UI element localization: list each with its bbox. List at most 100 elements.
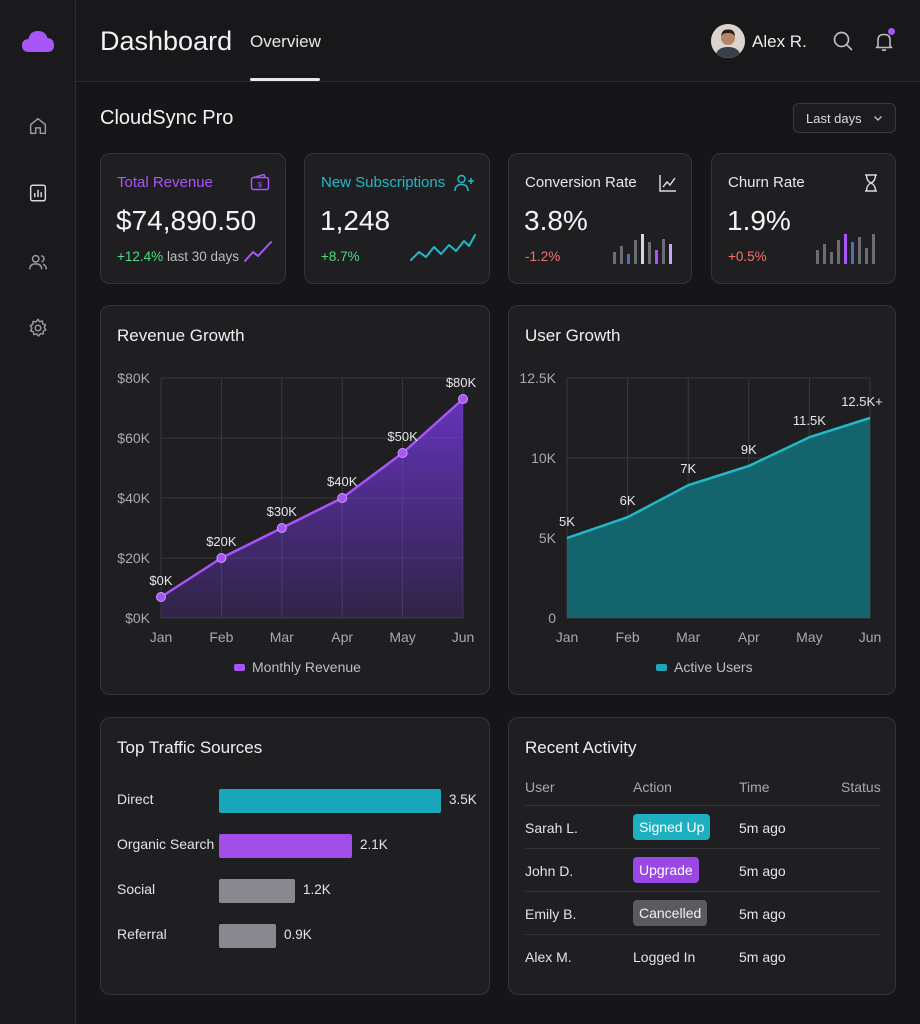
y-tick-label: 12.5K xyxy=(519,370,556,386)
x-tick-label: Mar xyxy=(676,629,700,645)
traffic-bar[interactable] xyxy=(219,924,276,948)
legend-label: Active Users xyxy=(674,659,753,675)
card-title: Recent Activity xyxy=(525,738,637,757)
y-tick-label: $20K xyxy=(117,550,150,566)
data-point[interactable] xyxy=(156,592,166,602)
users-nav-icon[interactable] xyxy=(22,246,54,278)
x-tick-label: Feb xyxy=(616,629,640,645)
search-icon[interactable] xyxy=(832,30,854,52)
area-fill xyxy=(161,399,463,618)
traffic-category-label: Social xyxy=(117,881,156,897)
settings-nav-icon[interactable] xyxy=(22,312,54,344)
data-label: 11.5K xyxy=(793,413,826,428)
revenue-trend-sparkline xyxy=(244,241,272,262)
x-tick-label: Apr xyxy=(331,629,353,645)
kpi-value: 1,248 xyxy=(320,205,391,236)
bell-icon[interactable] xyxy=(873,30,895,52)
kpi-label: New Subscriptions xyxy=(321,174,446,191)
x-tick-label: Jan xyxy=(150,629,173,645)
data-label: $40K xyxy=(327,474,358,489)
legend-label: Monthly Revenue xyxy=(252,659,361,675)
kpi-label: Conversion Rate xyxy=(525,174,637,191)
user-name[interactable]: Alex R. xyxy=(752,32,807,51)
activity-time: 5m ago xyxy=(739,820,786,836)
traffic-bar[interactable] xyxy=(219,879,295,903)
kpi-delta: +8.7% xyxy=(321,249,360,264)
kpi-card-new-subscriptions[interactable]: New Subscriptions 1,248 +8.7% xyxy=(304,153,490,284)
data-label: $30K xyxy=(267,504,298,519)
notification-dot xyxy=(888,28,895,35)
home-nav-icon[interactable] xyxy=(22,110,54,142)
data-point[interactable] xyxy=(276,523,287,533)
series-line xyxy=(160,398,464,599)
top-header: Dashboard Overview Alex R. xyxy=(76,0,920,82)
tab-overview[interactable]: Overview xyxy=(250,32,321,51)
user-growth-chart: 0 5K 10K 12.5K 5K Jan 6K Feb 7K Mar 9K Apr 11.5K May 1… xyxy=(519,370,883,645)
cloud-logo-icon[interactable] xyxy=(20,26,56,56)
kpi-label: Total Revenue xyxy=(117,174,213,191)
y-tick-label: 10K xyxy=(531,450,557,466)
y-tick-label: $60K xyxy=(117,430,150,446)
data-label: 12.5K+ xyxy=(841,394,883,409)
traffic-value-label: 0.9K xyxy=(284,927,312,942)
kpi-value: 1.9% xyxy=(727,205,791,236)
area-fill xyxy=(567,418,870,618)
activity-time: 5m ago xyxy=(739,906,786,922)
kpi-delta: -1.2% xyxy=(525,249,561,264)
data-point[interactable] xyxy=(337,493,348,503)
line-chart-icon xyxy=(659,175,676,192)
kpi-delta: +0.5% xyxy=(728,249,767,264)
chart-title: User Growth xyxy=(525,326,621,345)
data-point[interactable] xyxy=(458,394,468,404)
y-tick-label: $40K xyxy=(117,490,150,506)
activity-action-badge: Upgrade xyxy=(633,857,699,883)
traffic-value-label: 2.1K xyxy=(360,837,388,852)
kpi-card-total-revenue[interactable]: Total Revenue $ $74,890.50 +12.4% last 3… xyxy=(100,153,286,284)
data-label: 9K xyxy=(741,442,757,457)
kpi-label: Churn Rate xyxy=(728,174,805,191)
column-header-action[interactable]: Action xyxy=(633,779,672,795)
churn-bars-sparkline xyxy=(816,234,875,264)
active-tab-indicator xyxy=(250,78,320,81)
activity-row[interactable]: Emily B. Cancelled 5m ago xyxy=(525,891,881,934)
recent-activity-card: Recent Activity User Action Time Status … xyxy=(508,717,896,995)
data-point[interactable] xyxy=(216,553,227,563)
activity-action-badge: Signed Up xyxy=(633,814,711,840)
user-avatar[interactable] xyxy=(711,24,745,58)
kpi-card-churn-rate[interactable]: Churn Rate 1.9% +0.5% xyxy=(711,153,896,284)
traffic-category-label: Referral xyxy=(117,926,167,942)
date-range-select[interactable]: Last days xyxy=(793,103,896,133)
subscriptions-sparkline xyxy=(410,234,476,261)
column-header-user[interactable]: User xyxy=(525,779,555,795)
traffic-category-label: Direct xyxy=(117,791,154,807)
x-tick-label: Jan xyxy=(556,629,579,645)
traffic-sources-card: Top Traffic Sources Direct 3.5K Organic Se… xyxy=(100,717,490,995)
data-label: $0K xyxy=(149,573,172,588)
traffic-bar[interactable] xyxy=(219,789,441,813)
analytics-nav-icon[interactable] xyxy=(22,177,54,209)
page-title: Dashboard xyxy=(100,26,233,56)
activity-time: 5m ago xyxy=(739,949,786,965)
series-line xyxy=(566,416,871,540)
activity-user: John D. xyxy=(525,863,574,879)
activity-row[interactable]: John D. Upgrade 5m ago xyxy=(525,848,881,891)
y-tick-label: 0 xyxy=(548,610,556,626)
data-label: 5K xyxy=(559,514,575,529)
data-point[interactable] xyxy=(397,448,408,458)
activity-row[interactable]: Alex M. Logged In 5m ago xyxy=(525,934,881,977)
data-label: $50K xyxy=(387,429,418,444)
x-tick-label: Feb xyxy=(209,629,233,645)
product-title: CloudSync Pro xyxy=(100,107,234,129)
activity-row[interactable]: Sarah L. Signed Up 5m ago xyxy=(525,805,881,848)
kpi-delta: +12.4% last 30 days xyxy=(117,249,239,264)
kpi-value: 3.8% xyxy=(524,205,588,236)
column-header-time[interactable]: Time xyxy=(739,779,770,795)
column-header-status[interactable]: Status xyxy=(841,779,881,795)
kpi-card-conversion-rate[interactable]: Conversion Rate 3.8% -1.2% xyxy=(508,153,692,284)
x-tick-label: Apr xyxy=(738,629,760,645)
activity-user: Emily B. xyxy=(525,906,577,922)
date-range-value: Last days xyxy=(806,110,862,126)
legend-swatch xyxy=(656,663,667,671)
traffic-bar[interactable] xyxy=(219,834,352,858)
hourglass-icon xyxy=(865,174,877,192)
